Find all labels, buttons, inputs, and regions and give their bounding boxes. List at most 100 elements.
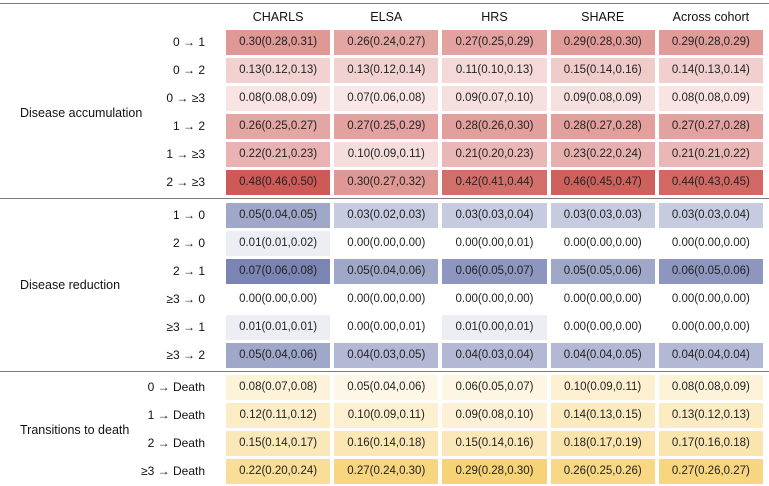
probability-cell: 0.15(0.14,0.17) xyxy=(226,431,331,456)
probability-cell: 0.00(0.00,0.00) xyxy=(226,286,331,312)
probability-cell: 0.00(0.00,0.00) xyxy=(658,230,763,256)
probability-cell: 0.14(0.13,0.14) xyxy=(658,58,763,83)
probability-cell: 0.04(0.04,0.04) xyxy=(658,342,763,368)
probability-cell: 0.17(0.16,0.18) xyxy=(658,431,763,456)
transition-label: 0 → 1 xyxy=(172,35,205,49)
probability-cell: 0.22(0.20,0.24) xyxy=(226,459,331,484)
probability-cell: 0.16(0.14,0.18) xyxy=(334,431,439,456)
table-row: 0 → ≥3 0.08(0.08,0.09) 0.07(0.06,0.08) 0.0… xyxy=(0,86,769,111)
probability-cell: 0.06(0.05,0.06) xyxy=(658,258,763,284)
transition-label: 2 → ≥3 xyxy=(166,175,205,189)
probability-cell: 0.18(0.17,0.19) xyxy=(550,431,655,456)
transition-label: 1 → 2 xyxy=(172,119,205,133)
probability-cell: 0.05(0.05,0.06) xyxy=(550,258,655,284)
probability-cell: 0.09(0.08,0.09) xyxy=(550,86,655,111)
probability-cell: 0.07(0.06,0.08) xyxy=(226,258,331,284)
column-header: Across cohort xyxy=(672,10,750,24)
sections: Disease accumulation 0 → 1 0.30(0.28,0.3… xyxy=(0,30,769,484)
table-row: 2 → 1 0.07(0.06,0.08) 0.05(0.04,0.06) 0.06… xyxy=(0,258,769,284)
probability-cell: 0.26(0.24,0.27) xyxy=(334,30,439,55)
section-disease-reduction: Disease reduction 1 → 0 0.05(0.04,0.05) 0… xyxy=(0,198,769,368)
probability-cell: 0.26(0.25,0.26) xyxy=(550,459,655,484)
probability-cell: 0.00(0.00,0.00) xyxy=(658,314,763,340)
probability-cell: 0.23(0.22,0.24) xyxy=(550,142,655,167)
table-row: ≥3 → 0 0.00(0.00,0.00) 0.00(0.00,0.00) 0.0… xyxy=(0,286,769,312)
probability-cell: 0.08(0.08,0.09) xyxy=(658,375,763,400)
probability-cell: 0.05(0.04,0.06) xyxy=(334,258,439,284)
transition-label: 1 → Death xyxy=(147,408,205,422)
transition-label: ≥3 → 2 xyxy=(166,347,205,362)
table-row: 0 → Death 0.08(0.07,0.08) 0.05(0.04,0.06)… xyxy=(0,375,769,400)
probability-cell: 0.22(0.21,0.23) xyxy=(226,142,331,167)
table-row: ≥3 → 2 0.05(0.04,0.06) 0.04(0.03,0.05) 0.0… xyxy=(0,342,769,368)
probability-cell: 0.29(0.28,0.29) xyxy=(658,30,763,55)
probability-cell: 0.06(0.05,0.07) xyxy=(442,375,547,400)
transition-label: ≥3 → 0 xyxy=(166,291,205,306)
probability-cell: 0.14(0.13,0.15) xyxy=(550,403,655,428)
probability-cell: 0.27(0.25,0.29) xyxy=(334,114,439,139)
probability-cell: 0.08(0.08,0.09) xyxy=(226,86,331,111)
probability-cell: 0.48(0.46,0.50) xyxy=(226,170,331,195)
section-disease-accumulation: Disease accumulation 0 → 1 0.30(0.28,0.3… xyxy=(0,30,769,195)
probability-cell: 0.07(0.06,0.08) xyxy=(334,86,439,111)
table-row: ≥3 → Death 0.22(0.20,0.24) 0.27(0.24,0.30… xyxy=(0,459,769,484)
probability-cell: 0.21(0.20,0.23) xyxy=(442,142,547,167)
probability-cell: 0.05(0.04,0.06) xyxy=(226,342,331,368)
probability-cell: 0.30(0.27,0.32) xyxy=(334,170,439,195)
probability-cell: 0.27(0.24,0.30) xyxy=(334,459,439,484)
probability-cell: 0.27(0.26,0.27) xyxy=(658,459,763,484)
probability-cell: 0.09(0.07,0.10) xyxy=(442,86,547,111)
probability-cell: 0.44(0.43,0.45) xyxy=(658,170,763,195)
probability-cell: 0.42(0.41,0.44) xyxy=(442,170,547,195)
transition-label: ≥3 → Death xyxy=(141,464,205,478)
probability-cell: 0.21(0.21,0.22) xyxy=(658,142,763,167)
probability-cell: 0.00(0.00,0.00) xyxy=(334,230,439,256)
probability-cell: 0.03(0.02,0.03) xyxy=(334,202,439,228)
probability-cell: 0.15(0.14,0.16) xyxy=(442,431,547,456)
probability-cell: 0.00(0.00,0.01) xyxy=(442,230,547,256)
probability-cell: 0.26(0.25,0.27) xyxy=(226,114,331,139)
top-rule xyxy=(0,3,769,4)
section-transitions-to-death: Transitions to death 0 → Death 0.08(0.07… xyxy=(0,370,769,484)
probability-cell: 0.00(0.00,0.00) xyxy=(442,286,547,312)
probability-cell: 0.01(0.01,0.02) xyxy=(226,230,331,256)
probability-cell: 0.00(0.00,0.00) xyxy=(334,286,439,312)
probability-cell: 0.10(0.09,0.11) xyxy=(334,142,439,167)
probability-cell: 0.00(0.00,0.00) xyxy=(550,286,655,312)
probability-cell: 0.08(0.08,0.09) xyxy=(658,86,763,111)
column-header: CHARLS xyxy=(252,10,304,24)
probability-cell: 0.28(0.27,0.28) xyxy=(550,114,655,139)
probability-cell: 0.00(0.00,0.00) xyxy=(550,230,655,256)
probability-cell: 0.15(0.14,0.16) xyxy=(550,58,655,83)
section-label: Disease reduction xyxy=(20,278,121,293)
probability-cell: 0.08(0.07,0.08) xyxy=(226,375,331,400)
probability-cell: 0.01(0.00,0.01) xyxy=(442,314,547,340)
transition-label: 1 → 0 xyxy=(172,207,205,222)
probability-cell: 0.46(0.45,0.47) xyxy=(550,170,655,195)
table-row: ≥3 → 1 0.01(0.01,0.01) 0.00(0.00,0.01) 0.0… xyxy=(0,314,769,340)
probability-cell: 0.04(0.04,0.05) xyxy=(550,342,655,368)
probability-cell: 0.04(0.03,0.05) xyxy=(334,342,439,368)
probability-cell: 0.00(0.00,0.00) xyxy=(550,314,655,340)
probability-cell: 0.30(0.28,0.31) xyxy=(226,30,331,55)
probability-cell: 0.03(0.03,0.04) xyxy=(442,202,547,228)
probability-cell: 0.05(0.04,0.06) xyxy=(334,375,439,400)
table-row: 1 → 2 0.26(0.25,0.27) 0.27(0.25,0.29) 0.28… xyxy=(0,114,769,139)
section-label: Transitions to death xyxy=(20,422,130,437)
column-header: SHARE xyxy=(581,10,625,24)
probability-cell: 0.01(0.01,0.01) xyxy=(226,314,331,340)
transition-label: 2 → 1 xyxy=(172,263,205,278)
transition-label: 0 → Death xyxy=(147,380,205,394)
probability-cell: 0.11(0.10,0.13) xyxy=(442,58,547,83)
transition-label: 0 → ≥3 xyxy=(166,91,205,105)
probability-cell: 0.27(0.27,0.28) xyxy=(658,114,763,139)
table-row: 0 → 1 0.30(0.28,0.31) 0.26(0.24,0.27) 0.27… xyxy=(0,30,769,55)
probability-cell: 0.29(0.28,0.30) xyxy=(442,459,547,484)
probability-cell: 0.00(0.00,0.00) xyxy=(658,286,763,312)
table-row: 1 → ≥3 0.22(0.21,0.23) 0.10(0.09,0.11) 0.2… xyxy=(0,142,769,167)
probability-cell: 0.13(0.12,0.13) xyxy=(226,58,331,83)
probability-cell: 0.06(0.05,0.07) xyxy=(442,258,547,284)
probability-cell: 0.04(0.03,0.04) xyxy=(442,342,547,368)
probability-cell: 0.27(0.25,0.29) xyxy=(442,30,547,55)
